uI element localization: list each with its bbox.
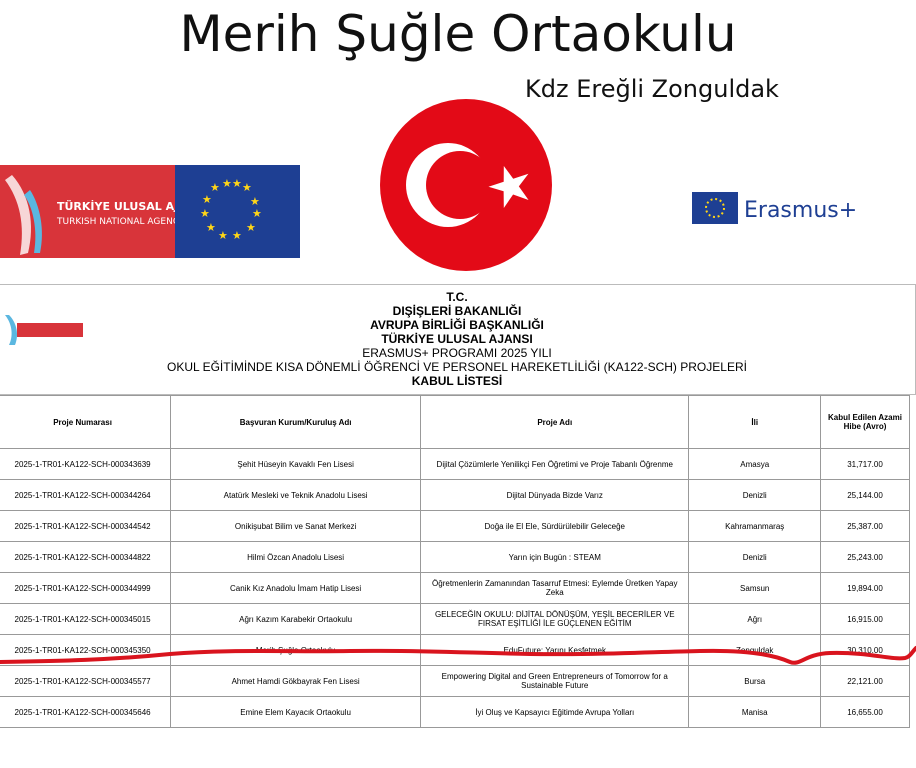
erasmus-stars	[705, 198, 725, 218]
table-cell: Onikişubat Bilim ve Sanat Merkezi	[170, 510, 422, 542]
svg-text:★: ★	[242, 181, 252, 194]
document-line: T.C.	[446, 290, 468, 304]
table-cell: 19,894.00	[819, 572, 911, 604]
table-row: 2025-1-TR01-KA122-SCH-000345577 Ahmet Ham…	[0, 665, 911, 697]
table-cell: Dijital Çözümlerle Yenilikçi Fen Öğretim…	[420, 448, 690, 480]
crescent-cut	[426, 151, 494, 219]
table-cell: Amasya	[688, 448, 821, 480]
table-cell: 30,310.00	[819, 634, 911, 666]
small-figure	[5, 315, 17, 345]
document-line: KABUL LİSTESİ	[411, 374, 503, 388]
table-cell: Atatürk Mesleki ve Teknik Anadolu Lisesi	[170, 479, 422, 511]
table-row: 2025-1-TR01-KA122-SCH-000344542 Onikişuba…	[0, 510, 911, 542]
table-cell: Denizli	[688, 541, 821, 573]
table-row: 2025-1-TR01-KA122-SCH-000344999 Canik Kız…	[0, 572, 911, 604]
table-cell: İyi Oluş ve Kapsayıcı Eğitimde Avrupa Yo…	[420, 696, 690, 728]
table-cell: Şehit Hüseyin Kavaklı Fen Lisesi	[170, 448, 422, 480]
table-cell: 2025-1-TR01-KA122-SCH-000344999	[0, 572, 172, 604]
eu-stars: ★ ★ ★★★★★★★★★★	[200, 177, 262, 242]
svg-text:★: ★	[250, 195, 260, 208]
table-cell: Ahmet Hamdi Gökbayrak Fen Lisesi	[170, 665, 422, 697]
eu-flag	[175, 165, 300, 258]
flag-star	[488, 165, 529, 209]
table-cell: Empowering Digital and Green Entrepreneu…	[420, 665, 690, 697]
document-header: T.C. DIŞİŞLERİ BAKANLIĞI AVRUPA BİRLİĞİ BA…	[0, 284, 916, 395]
svg-text:★: ★	[232, 229, 242, 242]
table-row: 2025-1-TR01-KA122-SCH-000343639 Şehit Hüs…	[0, 448, 911, 480]
column-header: Proje Adı	[420, 395, 690, 449]
table-cell: 2025-1-TR01-KA122-SCH-000345646	[0, 696, 172, 728]
svg-text:★: ★	[218, 229, 228, 242]
table-cell: Ağrı Kazım Karabekir Ortaokulu	[170, 603, 422, 635]
table-cell: Kahramanmaraş	[688, 510, 821, 542]
table-cell: Emine Elem Kayacık Ortaokulu	[170, 696, 422, 728]
column-header: Kabul Edilen Azami Hibe (Avro)	[819, 395, 911, 449]
table-cell: 2025-1-TR01-KA122-SCH-000344264	[0, 479, 172, 511]
document-line: AVRUPA BİRLİĞİ BAŞKANLIĞI	[370, 318, 544, 332]
document-line: OKUL EĞİTİMİNDE KISA DÖNEMLİ ÖĞRENCİ VE …	[167, 360, 747, 374]
document-line: ERASMUS+ PROGRAMI 2025 YILI	[362, 346, 552, 360]
table-cell: Denizli	[688, 479, 821, 511]
column-header: İli	[688, 395, 821, 449]
table-cell: Öğretmenlerin Zamanından Tasarruf Etmesi…	[420, 572, 690, 604]
table-cell: GELECEĞİN OKULU: DİJİTAL DÖNÜŞÜM, YEŞİL …	[420, 603, 690, 635]
table-row: 2025-1-TR01-KA122-SCH-000344822 Hilmi Özc…	[0, 541, 911, 573]
table-cell: Ağrı	[688, 603, 821, 635]
table-cell: 2025-1-TR01-KA122-SCH-000344542	[0, 510, 172, 542]
table-cell: Dijital Dünyada Bizde Varız	[420, 479, 690, 511]
table-cell: 2025-1-TR01-KA122-SCH-000343639	[0, 448, 172, 480]
table-cell: 16,655.00	[819, 696, 911, 728]
erasmus-flag	[692, 192, 738, 224]
table-cell: Canik Kız Anadolu İmam Hatip Lisesi	[170, 572, 422, 604]
agency-figure	[24, 190, 42, 253]
table-cell: Hilmi Özcan Anadolu Lisesi	[170, 541, 422, 573]
table-cell: EduFuture: Yarını Keşfetmek	[420, 634, 690, 666]
table-body: 2025-1-TR01-KA122-SCH-000343639 Şehit Hüs…	[0, 448, 911, 728]
small-logo-band	[17, 323, 83, 337]
column-header: Proje Numarası	[0, 395, 172, 449]
red-line	[0, 646, 916, 665]
table-cell: 25,387.00	[819, 510, 911, 542]
table-header: Proje Numarası Başvuran Kurum/Kuruluş Adı…	[0, 395, 911, 449]
table-cell: 2025-1-TR01-KA122-SCH-000345577	[0, 665, 172, 697]
table-cell: 31,717.00	[819, 448, 911, 480]
table-row: 2025-1-TR01-KA122-SCH-000344264 Atatürk M…	[0, 479, 911, 511]
highlight-scribble	[0, 646, 916, 665]
table-row: 2025-1-TR01-KA122-SCH-000345015 Ağrı Kazı…	[0, 603, 911, 635]
svg-text:★: ★	[222, 177, 232, 190]
table-cell: Manisa	[688, 696, 821, 728]
column-header: Başvuran Kurum/Kuruluş Adı	[170, 395, 422, 449]
table-cell: Yarın için Bugün : STEAM	[420, 541, 690, 573]
svg-text:★: ★	[200, 207, 210, 220]
school-location: Kdz Ereğli Zonguldak	[525, 75, 779, 103]
document-line: DIŞİŞLERİ BAKANLIĞI	[392, 304, 522, 318]
agency-name-en: TURKISH NATIONAL AGENCY	[56, 217, 185, 227]
svg-text:★: ★	[246, 221, 256, 234]
table-cell: 16,915.00	[819, 603, 911, 635]
table-cell: 2025-1-TR01-KA122-SCH-000345015	[0, 603, 172, 635]
acceptance-table: Proje Numarası Başvuran Kurum/Kuruluş Adı…	[0, 395, 911, 728]
agency-name: TÜRKİYE ULUSAL AJANSI	[57, 199, 208, 213]
svg-text:★: ★	[232, 177, 242, 190]
svg-text:★: ★	[206, 221, 216, 234]
svg-text:★: ★	[210, 181, 220, 194]
erasmus-label: Erasmus+	[744, 198, 857, 223]
small-agency-logo	[5, 315, 83, 345]
table-cell: Samsun	[688, 572, 821, 604]
svg-text:★: ★	[202, 193, 212, 206]
svg-text:★: ★	[252, 207, 262, 220]
table-row: 2025-1-TR01-KA122-SCH-000345646 Emine Ele…	[0, 696, 911, 728]
document-line: TÜRKİYE ULUSAL AJANSI	[381, 332, 533, 346]
table-cell: 25,144.00	[819, 479, 911, 511]
table-cell: 25,243.00	[819, 541, 911, 573]
table-cell: Doğa ile El Ele, Sürdürülebilir Geleceğe	[420, 510, 690, 542]
table-cell: 2025-1-TR01-KA122-SCH-000344822	[0, 541, 172, 573]
table-row: 2025-1-TR01-KA122-SCH-000345350 Merih Şuğ…	[0, 634, 911, 666]
logos: TÜRKİYE ULUSAL AJANSI TURKISH NATIONAL A…	[0, 99, 857, 271]
table-cell: 22,121.00	[819, 665, 911, 697]
school-title: Merih Şuğle Ortaokulu	[179, 5, 737, 63]
